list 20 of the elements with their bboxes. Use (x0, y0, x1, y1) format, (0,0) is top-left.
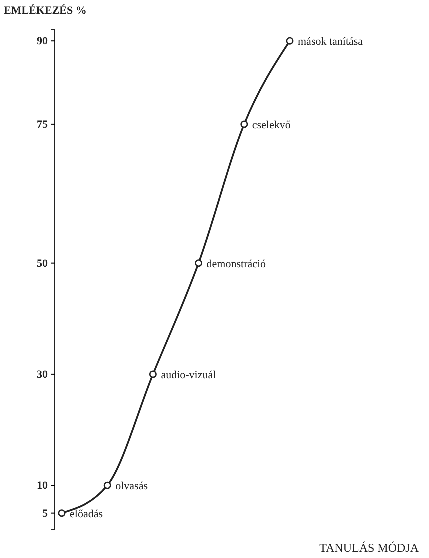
y-tick-label: 50 (37, 258, 48, 270)
point (104, 482, 112, 490)
point (195, 260, 203, 268)
annotation: cselekvő (252, 119, 292, 132)
y-tick-label: 75 (37, 118, 48, 131)
y-tick-label: 5 (42, 508, 48, 520)
point (240, 120, 248, 128)
annotation: mások tanítása (298, 36, 364, 48)
point (149, 370, 157, 378)
annotation: olvasás (116, 480, 148, 493)
point (58, 510, 66, 518)
annotation: demonstráció (206, 258, 267, 270)
y-tick-label: 30 (37, 368, 48, 381)
point (286, 37, 294, 45)
x-axis-title: TANULÁS MÓDJA (320, 541, 420, 555)
annotation: előadás (70, 508, 103, 520)
annotation: audio-vizuál (161, 369, 216, 382)
y-tick-label: 10 (37, 480, 48, 492)
y-axis-title: EMLÉKEZÉS % (4, 4, 87, 17)
y-tick-label: 90 (37, 36, 48, 48)
